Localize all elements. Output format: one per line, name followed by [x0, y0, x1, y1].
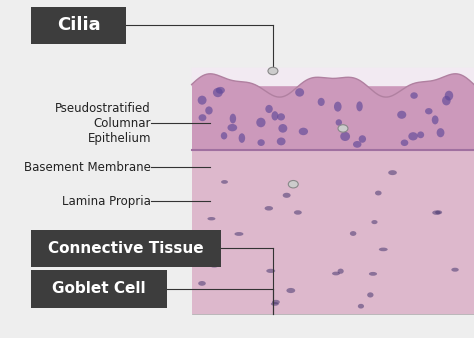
Ellipse shape — [272, 111, 278, 121]
Ellipse shape — [210, 264, 219, 268]
Ellipse shape — [277, 138, 285, 145]
Ellipse shape — [221, 180, 228, 184]
Ellipse shape — [425, 108, 433, 114]
Ellipse shape — [264, 206, 273, 211]
Ellipse shape — [278, 124, 287, 133]
Ellipse shape — [238, 133, 245, 143]
Ellipse shape — [375, 191, 382, 195]
Ellipse shape — [230, 114, 236, 123]
Ellipse shape — [358, 304, 364, 309]
Ellipse shape — [367, 292, 374, 297]
Ellipse shape — [277, 113, 285, 121]
Ellipse shape — [337, 269, 344, 274]
Text: Cilia: Cilia — [57, 16, 100, 34]
Ellipse shape — [451, 268, 459, 272]
Ellipse shape — [216, 87, 225, 94]
Ellipse shape — [299, 128, 308, 135]
Text: Goblet Cell: Goblet Cell — [52, 282, 146, 296]
Ellipse shape — [318, 98, 325, 106]
Ellipse shape — [432, 115, 438, 124]
Ellipse shape — [295, 88, 304, 97]
Ellipse shape — [437, 128, 445, 137]
Ellipse shape — [198, 96, 207, 105]
Ellipse shape — [379, 247, 388, 251]
Ellipse shape — [340, 132, 350, 141]
Ellipse shape — [271, 302, 279, 306]
Ellipse shape — [199, 114, 206, 121]
Ellipse shape — [410, 92, 418, 99]
Circle shape — [268, 67, 278, 75]
Ellipse shape — [350, 231, 356, 236]
Text: Pseudostratified
Columnar
Epithelium: Pseudostratified Columnar Epithelium — [55, 102, 151, 145]
Ellipse shape — [372, 220, 378, 224]
Ellipse shape — [286, 288, 295, 293]
Ellipse shape — [256, 118, 265, 127]
Ellipse shape — [198, 281, 206, 286]
Text: Basement Membrane: Basement Membrane — [24, 161, 151, 174]
Ellipse shape — [442, 96, 451, 105]
FancyBboxPatch shape — [191, 68, 474, 314]
Ellipse shape — [283, 193, 291, 198]
FancyBboxPatch shape — [31, 230, 221, 267]
Ellipse shape — [353, 141, 362, 148]
Ellipse shape — [336, 119, 342, 126]
Ellipse shape — [369, 272, 377, 276]
Ellipse shape — [435, 210, 442, 214]
FancyBboxPatch shape — [31, 7, 126, 44]
Ellipse shape — [265, 105, 273, 113]
FancyBboxPatch shape — [191, 68, 474, 83]
FancyBboxPatch shape — [191, 83, 474, 150]
Ellipse shape — [257, 139, 265, 146]
Ellipse shape — [294, 210, 302, 215]
Ellipse shape — [356, 101, 363, 111]
Ellipse shape — [334, 102, 342, 112]
Ellipse shape — [208, 217, 216, 220]
Text: Connective Tissue: Connective Tissue — [48, 241, 204, 256]
Circle shape — [288, 180, 298, 188]
FancyBboxPatch shape — [191, 150, 474, 314]
Ellipse shape — [205, 106, 213, 115]
Ellipse shape — [445, 91, 453, 100]
Ellipse shape — [359, 135, 366, 143]
Ellipse shape — [401, 140, 408, 146]
FancyBboxPatch shape — [31, 270, 167, 308]
Ellipse shape — [408, 132, 418, 141]
Ellipse shape — [332, 272, 340, 275]
Ellipse shape — [228, 124, 237, 131]
Ellipse shape — [388, 170, 397, 175]
Ellipse shape — [221, 132, 228, 140]
Ellipse shape — [266, 269, 275, 273]
Ellipse shape — [432, 211, 441, 215]
Ellipse shape — [397, 111, 406, 119]
Ellipse shape — [272, 300, 280, 304]
Ellipse shape — [417, 131, 424, 138]
Ellipse shape — [235, 232, 244, 236]
Ellipse shape — [213, 88, 223, 97]
Circle shape — [338, 125, 348, 132]
Text: Lamina Propria: Lamina Propria — [62, 195, 151, 208]
